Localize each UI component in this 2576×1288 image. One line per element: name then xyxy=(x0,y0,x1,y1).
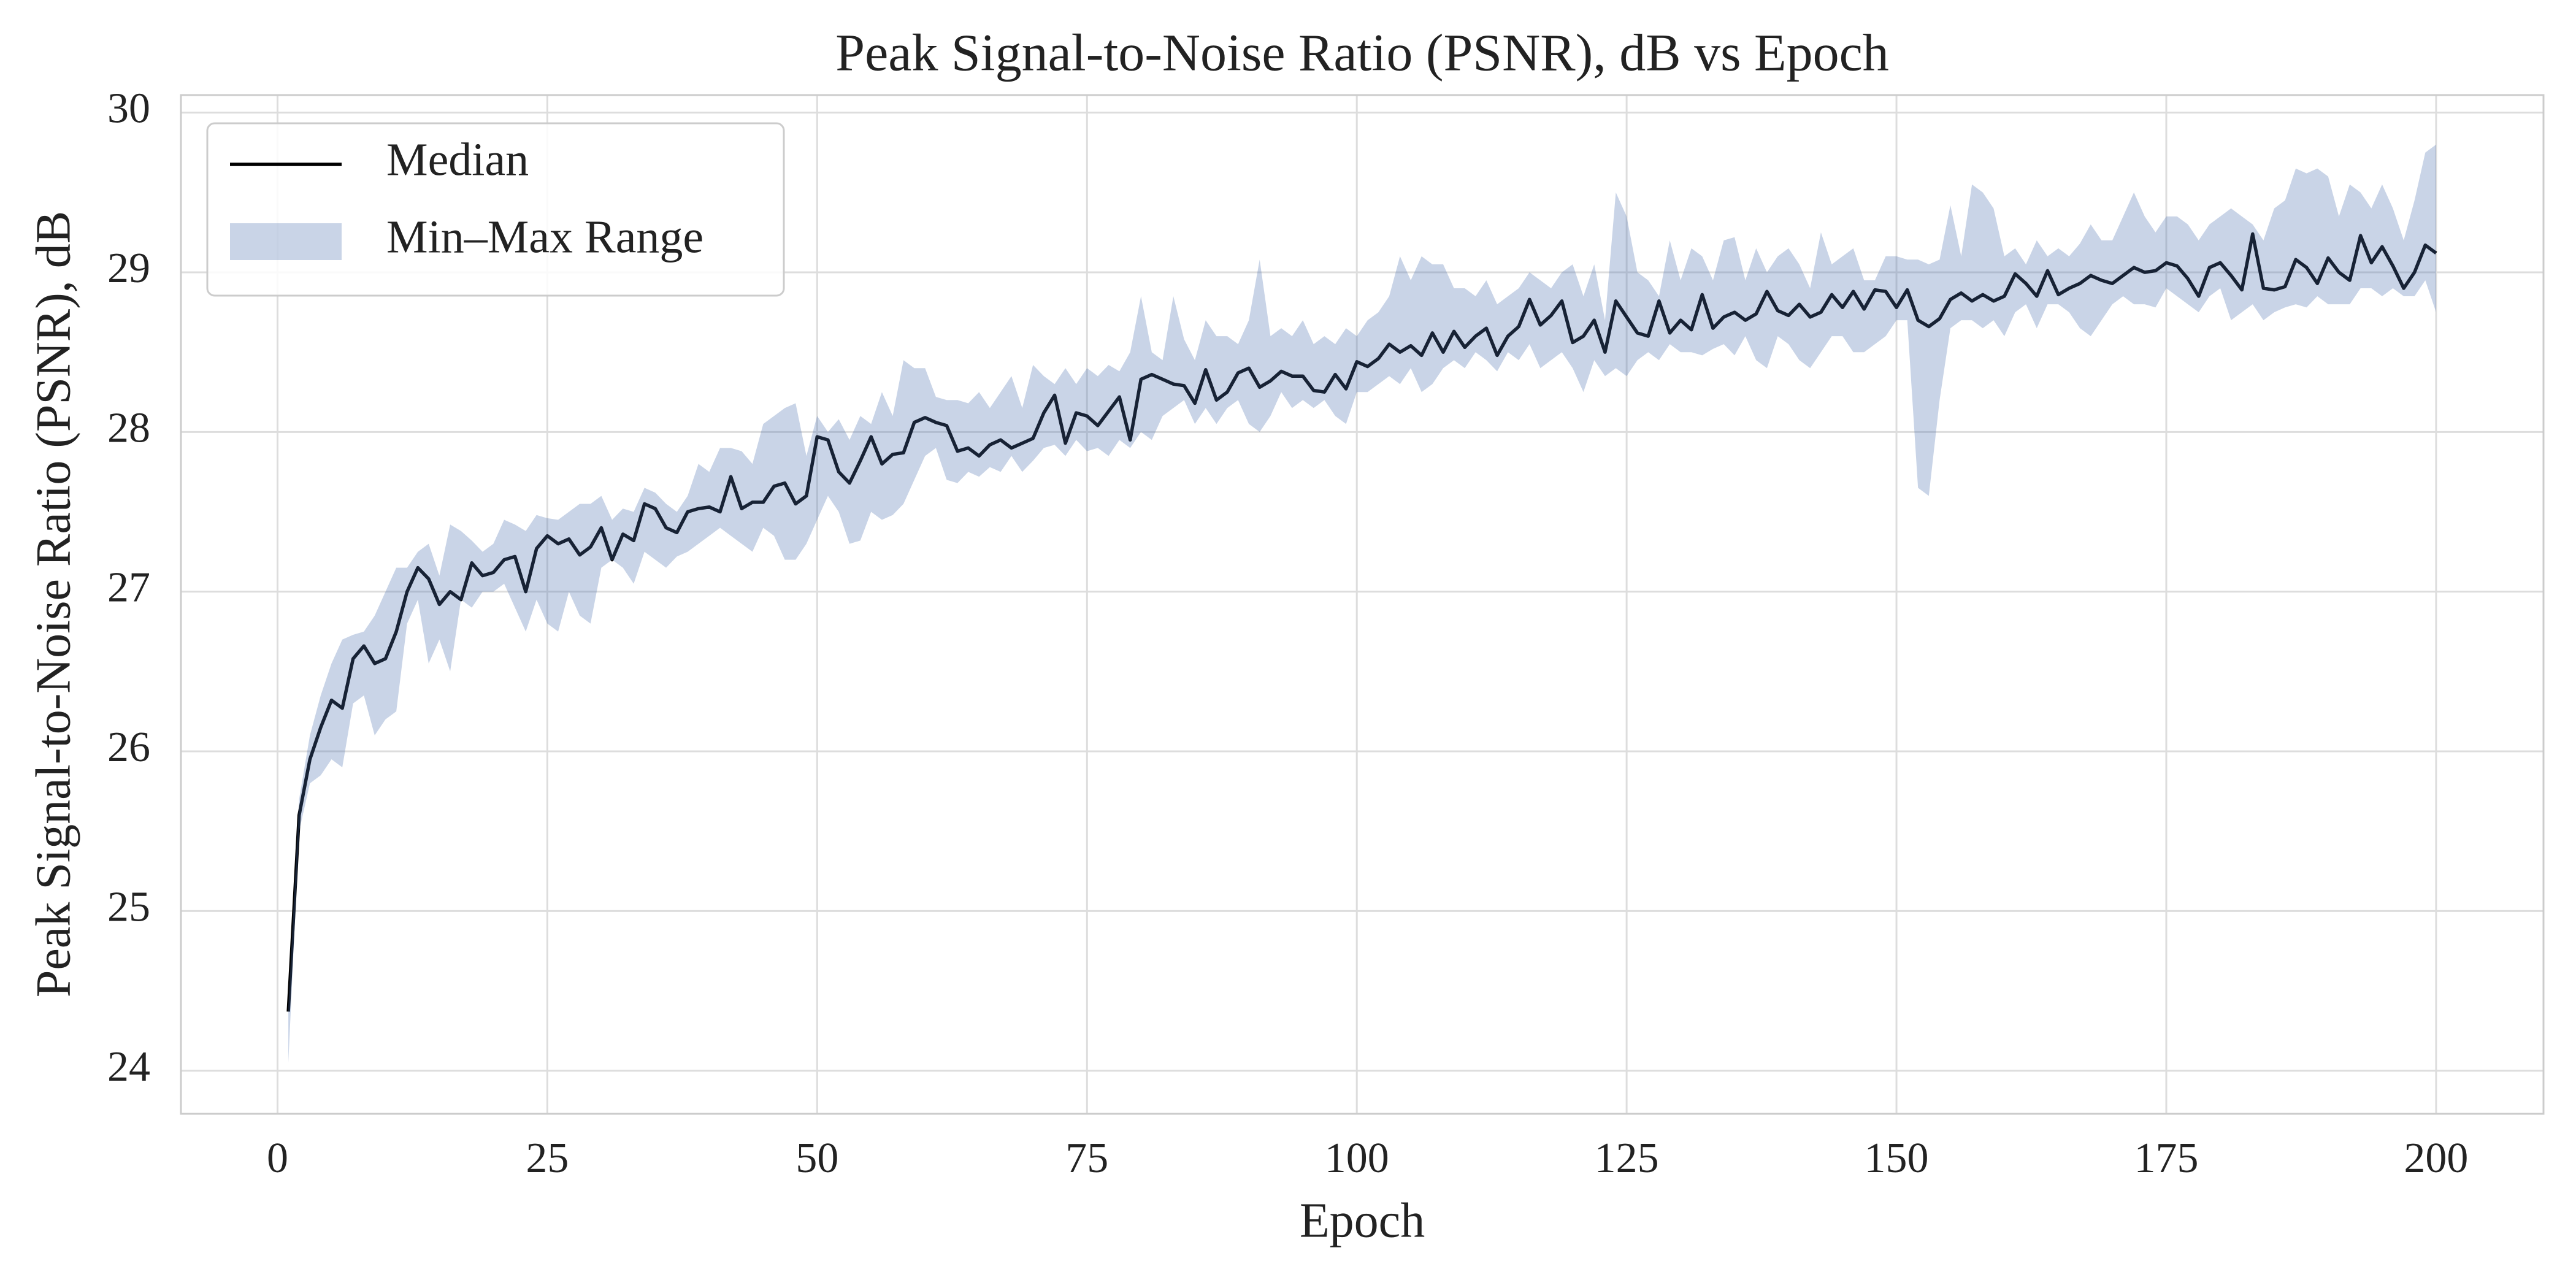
legend: Median Min–Max Range xyxy=(206,122,785,297)
y-tick-label: 27 xyxy=(107,564,150,611)
x-tick-label: 50 xyxy=(795,1135,838,1182)
legend-label: Min–Max Range xyxy=(386,211,703,263)
x-tick-label: 0 xyxy=(267,1135,288,1182)
x-tick-label: 75 xyxy=(1065,1135,1108,1182)
plot-area xyxy=(286,144,2437,1063)
y-tick-label: 29 xyxy=(107,245,150,292)
y-tick-label: 26 xyxy=(107,724,150,771)
x-tick-label: 150 xyxy=(1865,1135,1929,1182)
x-tick-label: 125 xyxy=(1595,1135,1659,1182)
chart-title: Peak Signal-to-Noise Ratio (PSNR), dB vs… xyxy=(835,23,1889,82)
y-tick-label: 24 xyxy=(107,1043,150,1091)
x-axis-label: Epoch xyxy=(1300,1194,1425,1248)
range-band xyxy=(288,144,2436,1063)
x-tick-label: 175 xyxy=(2134,1135,2198,1182)
x-tick-label: 25 xyxy=(526,1135,569,1182)
axes-frame xyxy=(180,94,2545,1115)
y-tick-label: 28 xyxy=(107,404,150,451)
x-tick-label: 200 xyxy=(2404,1135,2468,1182)
grid xyxy=(181,95,2543,1114)
y-tick-label: 25 xyxy=(107,883,150,930)
legend-label: Median xyxy=(386,134,529,185)
legend-swatch xyxy=(230,223,342,260)
x-tick-label: 100 xyxy=(1325,1135,1389,1182)
y-tick-label: 30 xyxy=(107,85,150,132)
legend-box xyxy=(206,122,785,297)
median-line xyxy=(286,232,2437,1012)
y-axis-label: Peak Signal-to-Noise Ratio (PSNR), dB xyxy=(26,211,80,997)
